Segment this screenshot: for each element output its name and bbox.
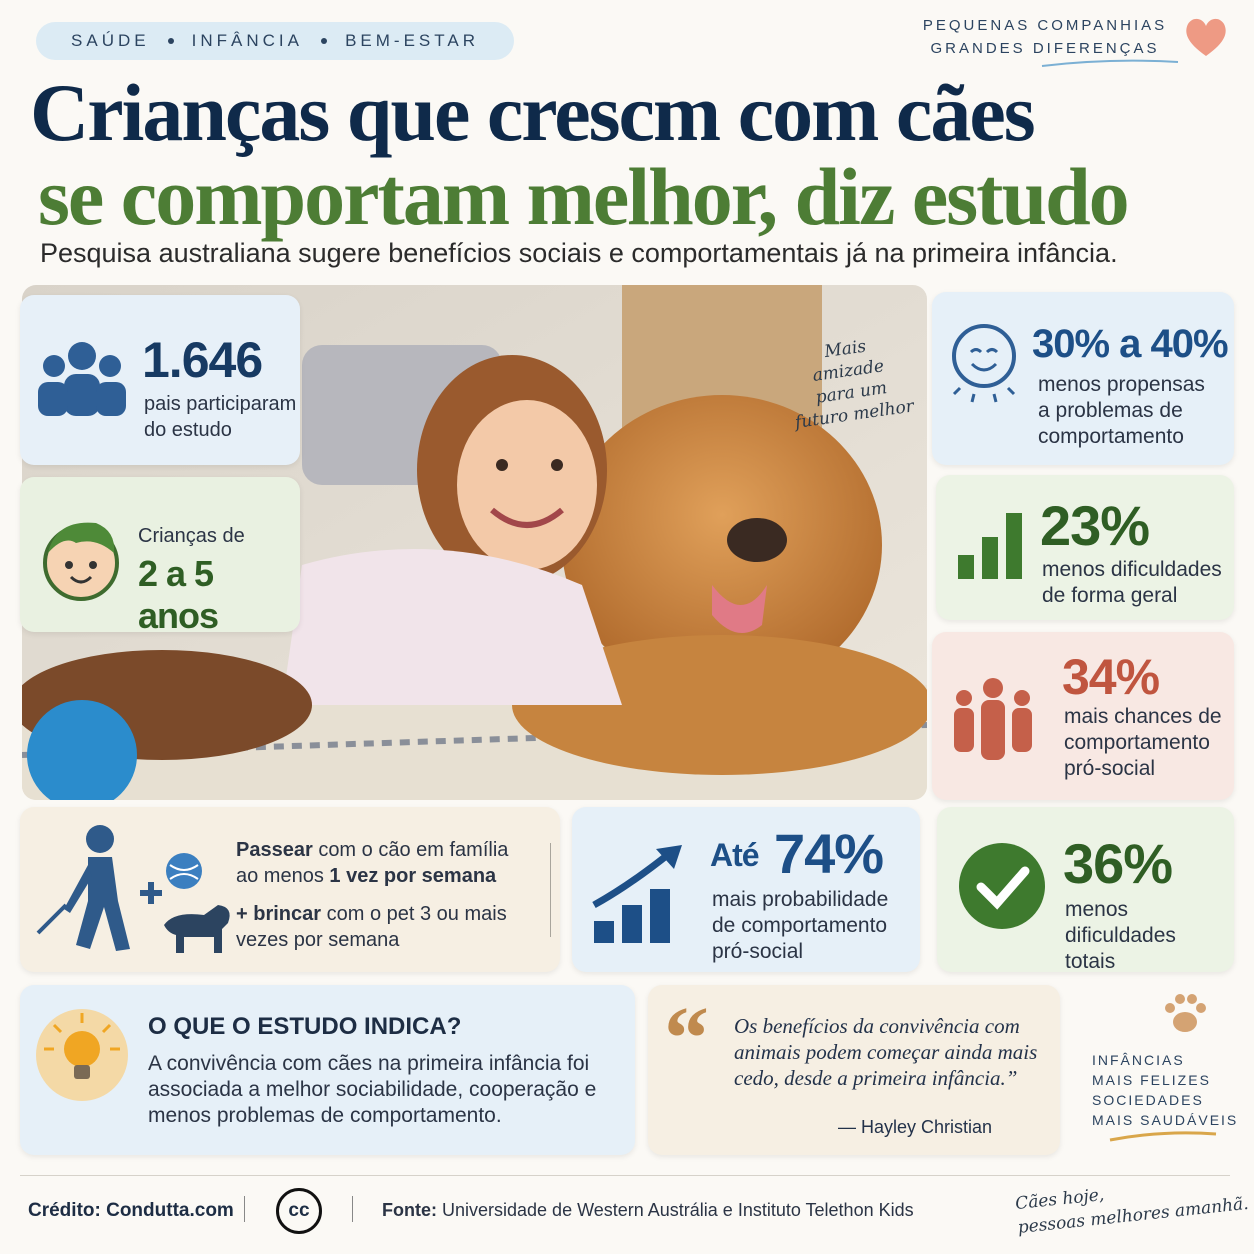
tagline: PEQUENAS COMPANHIAS GRANDES DIFERENÇAS (920, 14, 1170, 60)
walk-icon (36, 825, 230, 953)
motto-line: INFÂNCIAS (1092, 1052, 1185, 1068)
stat-label: menos dificuldades de forma geral (1042, 557, 1222, 609)
stat-label: mais probabilidade de comportamento pró-so… (712, 887, 888, 965)
stat-value: 1.646 (142, 332, 263, 388)
paw-icon (1165, 994, 1206, 1032)
quote-card: “ Os benefícios da convivência com anima… (648, 985, 1060, 1155)
separator (321, 38, 328, 44)
label-line: pró-social (1064, 757, 1156, 780)
separator (167, 38, 174, 44)
tag: SAÚDE (71, 31, 150, 50)
label-line: do estudo (144, 419, 232, 441)
label-line: mais probabilidade (712, 888, 889, 911)
motto-line: MAIS SAUDÁVEIS (1092, 1112, 1239, 1128)
quote-text: Os benefícios da convivência com animais… (734, 1014, 1038, 1090)
tagline-line: GRANDES DIFERENÇAS (930, 40, 1160, 57)
play-text: + brincar com o pet 3 ou mais vezes por … (236, 901, 536, 953)
stat-label: menos dificuldades totais (1065, 897, 1234, 975)
stat-value: 34% (1062, 649, 1160, 705)
label-line: totais (1065, 950, 1116, 973)
stat-value: 36% (1063, 832, 1173, 895)
stat-value: 74% (774, 822, 884, 885)
license-badge: cc (276, 1188, 322, 1234)
bars-icon (958, 513, 1022, 579)
underline (1041, 59, 1179, 67)
text: com o pet 3 ou mais vezes por semana (236, 903, 507, 951)
tag: INFÂNCIA (191, 31, 303, 50)
credit-label: Crédito: (28, 1200, 101, 1221)
group-icon (954, 678, 1032, 760)
divider (352, 1196, 353, 1222)
stat-label: Crianças de (138, 525, 245, 547)
stat-value: 23% (1040, 494, 1150, 557)
divider (550, 843, 551, 937)
stat-card: 36% menos dificuldades totais (937, 807, 1234, 975)
child-icon (43, 522, 119, 601)
slogan: Cães hoje, pessoas melhores amanhã. (1014, 1168, 1250, 1240)
photo-note: Mais amizade para um futuro melhor (784, 330, 915, 434)
label-line: menos dificuldades (1065, 898, 1176, 947)
text: com o cão em família ao menos (236, 839, 509, 887)
stat-prefix: Até (710, 837, 760, 873)
heart-icon (1186, 18, 1226, 56)
bulb-icon (36, 1009, 128, 1101)
participants-card: 1.646 pais participaram do estudo (20, 295, 300, 465)
label-line: a problemas de (1038, 399, 1183, 422)
label-line: menos dificuldades (1042, 558, 1222, 581)
label-line: menos propensas (1038, 373, 1205, 396)
stat-card: 34% mais chances de comportamento pró-soci… (932, 632, 1234, 800)
stat-value: 30% a 40% (1032, 322, 1229, 366)
activity-card: Passear com o cão em família ao menos 1 … (20, 807, 560, 972)
quote-mark: “ (664, 989, 709, 1088)
source-label: Fonte: (382, 1200, 437, 1220)
findings-card: O QUE O ESTUDO INDICA? A convivência com… (20, 985, 635, 1155)
source: Fonte: Universidade de Western Austrália… (382, 1200, 914, 1221)
stat-card: 23% menos dificuldades de forma geral (936, 475, 1234, 620)
findings-text: A convivência com cães na primeira infân… (148, 1052, 597, 1127)
motto-line: MAIS FELIZES (1092, 1072, 1211, 1088)
stat-label: menos propensas a problemas de comportamen… (1038, 372, 1205, 450)
ages-card: Crianças de 2 a 5 anos (20, 477, 300, 636)
label-line: de forma geral (1042, 584, 1178, 607)
title-line: Crianças que crescm com cães (30, 67, 1036, 158)
tag: BEM-ESTAR (345, 31, 479, 50)
stat-card: 30% a 40% menos propensas a problemas de c… (932, 292, 1234, 465)
people-icon (38, 342, 126, 416)
growth-icon (592, 845, 682, 943)
credit-name: Condutta.com (106, 1200, 234, 1221)
emphasis: 1 vez por semana (329, 865, 497, 887)
label-line: comportamento (1064, 731, 1210, 754)
source-text: Universidade de Western Austrália e Inst… (442, 1200, 914, 1220)
tag-bar: SAÚDE INFÂNCIA BEM-ESTAR (36, 22, 514, 60)
photo (22, 285, 927, 800)
label-line: comportamento (1038, 425, 1184, 448)
title-line: se comportam melhor, diz estudo (38, 151, 1130, 242)
credit: Crédito: Condutta.com (28, 1200, 234, 1222)
subtitle: Pesquisa australiana sugere benefícios s… (40, 238, 1118, 268)
stat-card: Até 74% mais probabilidade de comportamen… (572, 807, 920, 972)
underline (1109, 1131, 1217, 1142)
stat-label: pais participaram do estudo (144, 391, 296, 443)
stat-value: 2 a 5 anos (138, 553, 219, 636)
check-icon (959, 843, 1045, 929)
footer-rule (20, 1175, 1230, 1176)
emphasis: + brincar (236, 903, 322, 925)
stat-label: mais chances de comportamento pró-social (1064, 704, 1222, 782)
quote-author: — Hayley Christian (838, 1117, 993, 1137)
label-line: pais participaram (144, 393, 297, 415)
divider (244, 1196, 245, 1222)
emphasis: Passear (236, 839, 313, 861)
motto-line: SOCIEDADES (1092, 1092, 1204, 1108)
tagline-line: PEQUENAS COMPANHIAS (922, 17, 1168, 34)
label-line: pró-social (712, 940, 804, 963)
motto: INFÂNCIAS MAIS FELIZES SOCIEDADES MAIS SAUD… (1092, 1050, 1238, 1130)
label-line: mais chances de (1064, 705, 1222, 728)
findings-title: O QUE O ESTUDO INDICA? (148, 1013, 462, 1040)
smile-icon (952, 324, 1016, 403)
label-line: de comportamento (712, 914, 888, 937)
walk-text: Passear com o cão em família ao menos 1 … (236, 837, 536, 889)
